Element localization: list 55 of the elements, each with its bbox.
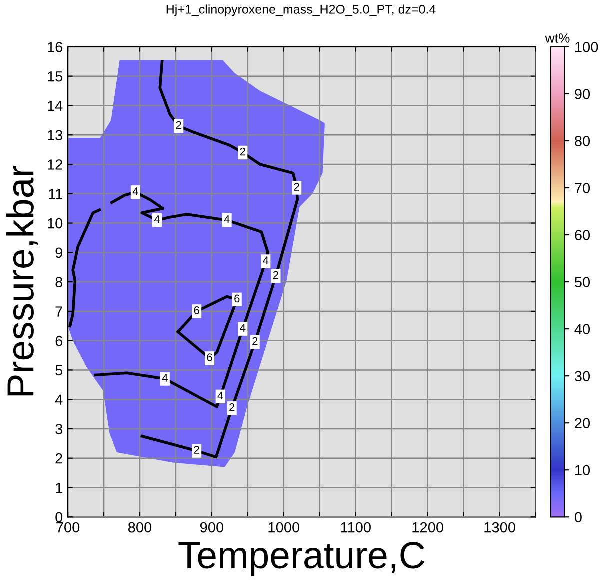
y-tick-label: 10 [48,218,63,229]
y-tick-label: 9 [56,248,62,258]
y-tick-label: 13 [48,130,63,141]
color-bar-label: 70 [575,183,590,194]
y-tick-label: 4 [55,394,63,405]
x-tick-label: 1100 [341,522,371,533]
annotation: 4 [162,374,168,382]
color-bar-label: 80 [575,136,590,146]
annotation: 4 [218,392,224,400]
annotation: 4 [224,216,230,224]
y-tick-label: 15 [48,72,63,82]
color-bar-label: 10 [576,465,590,476]
x-tick-label: 800 [128,522,152,533]
x-axis-title: Temperature,C [178,542,424,576]
x-tick-label: 700 [56,522,80,533]
annotation: 2 [252,337,258,346]
annotation: 4 [263,256,269,264]
color-bar-title: wt% [545,34,570,43]
y-tick-label: 7 [56,306,62,317]
y-tick-label: 16 [48,42,63,52]
x-tick-label: 1000 [268,522,300,533]
annotation: 2 [230,404,235,412]
x-tick-label: 900 [200,522,224,533]
annotation: 2 [294,183,300,191]
y-tick-label: 0 [56,512,63,523]
annotation: 6 [194,306,200,314]
annotation: 2 [273,271,279,280]
color-bar-label: 40 [574,324,590,334]
y-tick-label: 8 [56,277,63,288]
color-bar-label: 30 [574,371,590,382]
color-bar-label: 60 [575,230,590,240]
color-bar-label: 50 [574,277,590,288]
y-tick-label: 2 [56,453,62,464]
y-tick-label: 14 [48,100,63,112]
x-tick-label: 1300 [484,522,516,533]
annotation: 2 [194,446,200,454]
color-bar-label: 90 [575,89,590,100]
annotation: 2 [176,121,182,130]
y-tick-label: 6 [56,336,63,346]
y-tick-label: 5 [56,365,63,376]
y-axis-title: Pressure,kbar [6,166,38,396]
y-tick-label: 12 [48,160,62,170]
x-tick-label: 1200 [412,522,444,533]
y-tick-label: 1 [56,483,62,494]
annotation: 4 [240,324,246,332]
annotation: 4 [132,188,138,196]
annotation: 6 [207,354,212,362]
y-tick-label: 11 [49,189,62,200]
color-bar-label: 20 [575,418,590,429]
color-bar-label: 0 [574,512,582,523]
y-tick-label: 3 [56,424,63,434]
annotation: 4 [154,216,160,224]
annotation: 2 [240,148,246,156]
color-bar-label: 100 [576,42,598,52]
chart-title: Hj+1_clinopyroxene_mass_H2O_5.0_PT, dz=0.4 [166,4,436,16]
